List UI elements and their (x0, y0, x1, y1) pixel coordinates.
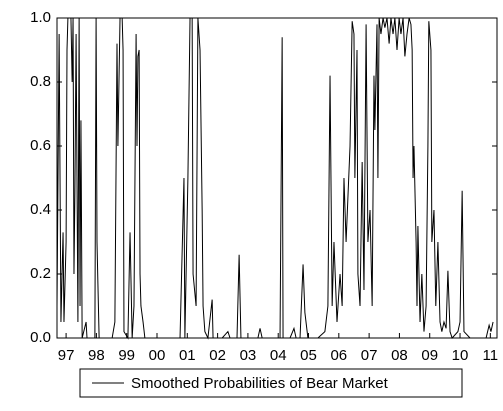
y-tick-label: 1.0 (30, 9, 51, 26)
y-tick-label: 0.6 (30, 137, 51, 154)
x-tick-label: 03 (240, 347, 257, 364)
x-tick-label: 11 (483, 347, 499, 364)
x-tick-label: 01 (179, 347, 196, 364)
y-tick-label: 0.2 (30, 265, 51, 282)
x-tick-label: 02 (209, 347, 226, 364)
x-tick-label: 00 (149, 347, 166, 364)
legend-label: Smoothed Probabilities of Bear Market (131, 375, 389, 392)
x-tick-label: 97 (58, 347, 75, 364)
x-tick-label: 04 (270, 347, 287, 364)
x-tick-label: 10 (452, 347, 469, 364)
x-tick-label: 09 (421, 347, 438, 364)
legend-box (79, 368, 463, 398)
x-tick-label: 98 (88, 347, 105, 364)
x-tick-label: 07 (361, 347, 378, 364)
x-tick-label: 99 (118, 347, 135, 364)
y-tick-label: 0.8 (30, 73, 51, 90)
y-tick-label: 0.4 (30, 201, 51, 218)
y-tick-label: 0.0 (30, 329, 51, 346)
series-line (56, 17, 494, 340)
x-tick-label: 08 (391, 347, 408, 364)
x-tick-label: 05 (300, 347, 317, 364)
x-tick-label: 06 (330, 347, 347, 364)
